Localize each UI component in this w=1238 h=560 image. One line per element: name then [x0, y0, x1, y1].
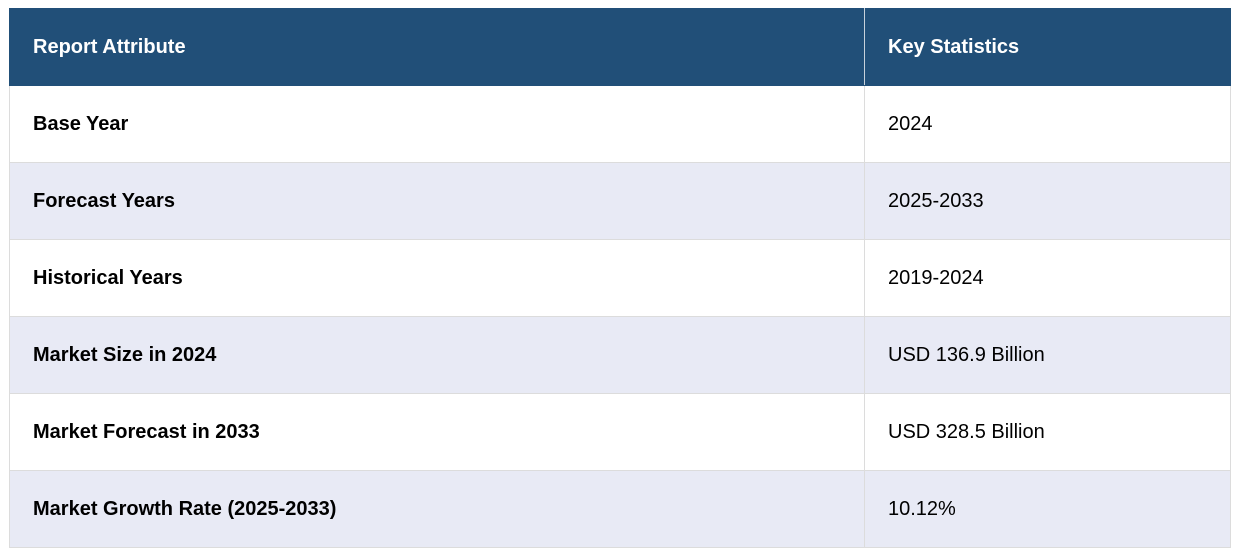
table-row: Market Size in 2024 USD 136.9 Billion [9, 316, 1231, 394]
header-cell: Report Attribute [9, 8, 865, 86]
value-cell: 2025-2033 [864, 162, 1231, 240]
value-cell: USD 136.9 Billion [864, 316, 1231, 394]
header-row: Report Attribute Key Statistics [9, 8, 1231, 86]
value-cell: 10.12% [864, 470, 1231, 548]
header-cell: Key Statistics [864, 8, 1231, 86]
attribute-cell: Forecast Years [9, 162, 865, 240]
stats-table: Report Attribute Key Statistics Base Year… [9, 8, 1231, 548]
attribute-cell: Market Forecast in 2033 [9, 393, 865, 471]
table-body: Base Year 2024 Forecast Years 2025-2033 Hist… [9, 85, 1231, 548]
value-cell: 2019-2024 [864, 239, 1231, 317]
table-row: Forecast Years 2025-2033 [9, 162, 1231, 240]
table-row: Base Year 2024 [9, 85, 1231, 163]
value-cell: 2024 [864, 85, 1231, 163]
table-row: Market Forecast in 2033 USD 328.5 Billion [9, 393, 1231, 471]
value-cell: USD 328.5 Billion [864, 393, 1231, 471]
attribute-cell: Base Year [9, 85, 865, 163]
attribute-cell: Historical Years [9, 239, 865, 317]
attribute-cell: Market Size in 2024 [9, 316, 865, 394]
attribute-cell: Market Growth Rate (2025-2033) [9, 470, 865, 548]
table-row: Historical Years 2019-2024 [9, 239, 1231, 317]
table-row: Market Growth Rate (2025-2033) 10.12% [9, 470, 1231, 548]
